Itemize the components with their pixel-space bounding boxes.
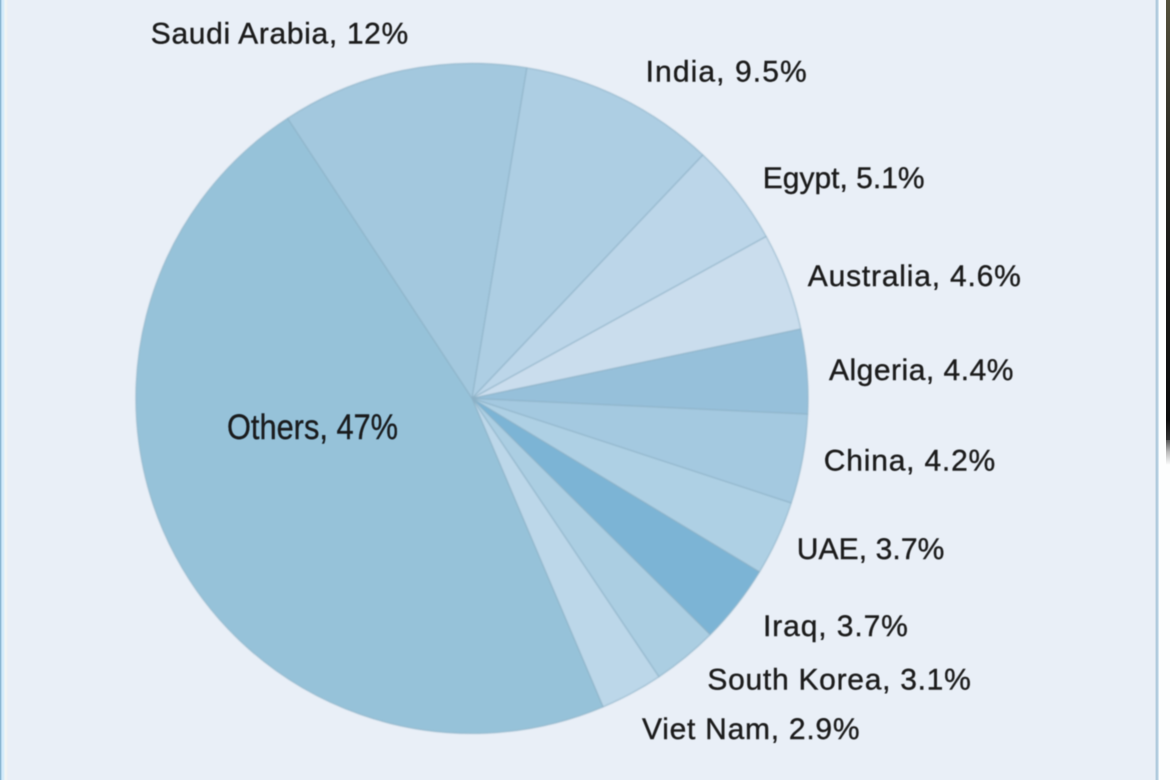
svg-text:South Korea, 3.1%: South Korea, 3.1% bbox=[707, 663, 971, 696]
svg-text:Egypt, 5.1%: Egypt, 5.1% bbox=[763, 162, 925, 195]
svg-text:UAE, 3.7%: UAE, 3.7% bbox=[797, 533, 945, 566]
svg-text:Viet Nam, 2.9%: Viet Nam, 2.9% bbox=[642, 713, 860, 746]
svg-text:China, 4.2%: China, 4.2% bbox=[824, 445, 996, 478]
svg-text:Australia, 4.6%: Australia, 4.6% bbox=[808, 260, 1022, 293]
svg-text:Algeria, 4.4%: Algeria, 4.4% bbox=[829, 354, 1014, 387]
svg-text:Iraq, 3.7%: Iraq, 3.7% bbox=[763, 610, 909, 643]
svg-text:Saudi Arabia, 12%: Saudi Arabia, 12% bbox=[151, 17, 409, 50]
svg-text:Others, 47%: Others, 47% bbox=[227, 407, 398, 446]
svg-text:India, 9.5%: India, 9.5% bbox=[646, 55, 808, 88]
